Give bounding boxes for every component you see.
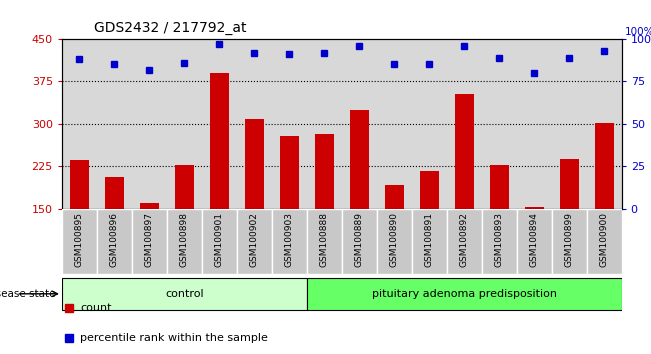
Text: GSM100891: GSM100891 [424, 212, 434, 267]
Bar [62, 209, 97, 274]
Bar [140, 203, 159, 209]
Bar [132, 209, 167, 274]
Bar [237, 209, 271, 274]
Bar [97, 209, 132, 274]
Bar [454, 95, 474, 209]
Text: pituitary adenoma predisposition: pituitary adenoma predisposition [372, 289, 557, 299]
Bar [202, 209, 237, 274]
Text: GSM100896: GSM100896 [110, 212, 119, 267]
Text: GSM100889: GSM100889 [355, 212, 364, 267]
Text: GSM100894: GSM100894 [530, 212, 539, 267]
Bar [525, 207, 544, 209]
Bar [517, 209, 551, 274]
Text: GSM100897: GSM100897 [145, 212, 154, 267]
Bar [280, 136, 299, 209]
Text: count: count [80, 303, 112, 313]
Text: GSM100895: GSM100895 [75, 212, 84, 267]
Bar [350, 110, 369, 209]
Text: GSM100892: GSM100892 [460, 212, 469, 267]
Text: GSM100901: GSM100901 [215, 212, 224, 267]
Bar [342, 209, 377, 274]
Text: GSM100903: GSM100903 [284, 212, 294, 267]
Bar [314, 134, 334, 209]
Bar [210, 73, 229, 209]
Text: GSM100898: GSM100898 [180, 212, 189, 267]
Bar [377, 209, 411, 274]
Bar [594, 123, 614, 209]
Bar [411, 209, 447, 274]
Bar [560, 159, 579, 209]
Bar [385, 184, 404, 209]
Text: GSM100902: GSM100902 [250, 212, 259, 267]
Bar [307, 209, 342, 274]
Text: GSM100900: GSM100900 [600, 212, 609, 267]
Bar [62, 278, 307, 310]
Text: GSM100899: GSM100899 [564, 212, 574, 267]
Text: GSM100890: GSM100890 [390, 212, 399, 267]
Text: disease state: disease state [0, 289, 59, 299]
Bar [174, 165, 194, 209]
Bar [245, 119, 264, 209]
Text: GDS2432 / 217792_at: GDS2432 / 217792_at [94, 21, 247, 35]
Bar [420, 171, 439, 209]
Bar [482, 209, 517, 274]
Bar [551, 209, 587, 274]
Text: GSM100888: GSM100888 [320, 212, 329, 267]
Text: GSM100893: GSM100893 [495, 212, 504, 267]
Bar [490, 165, 509, 209]
Bar [70, 160, 89, 209]
Bar [167, 209, 202, 274]
Bar [105, 177, 124, 209]
Text: control: control [165, 289, 204, 299]
Bar [271, 209, 307, 274]
Bar [587, 209, 622, 274]
Text: 100%: 100% [625, 27, 651, 37]
Bar [307, 278, 622, 310]
Bar [447, 209, 482, 274]
Text: percentile rank within the sample: percentile rank within the sample [80, 333, 268, 343]
